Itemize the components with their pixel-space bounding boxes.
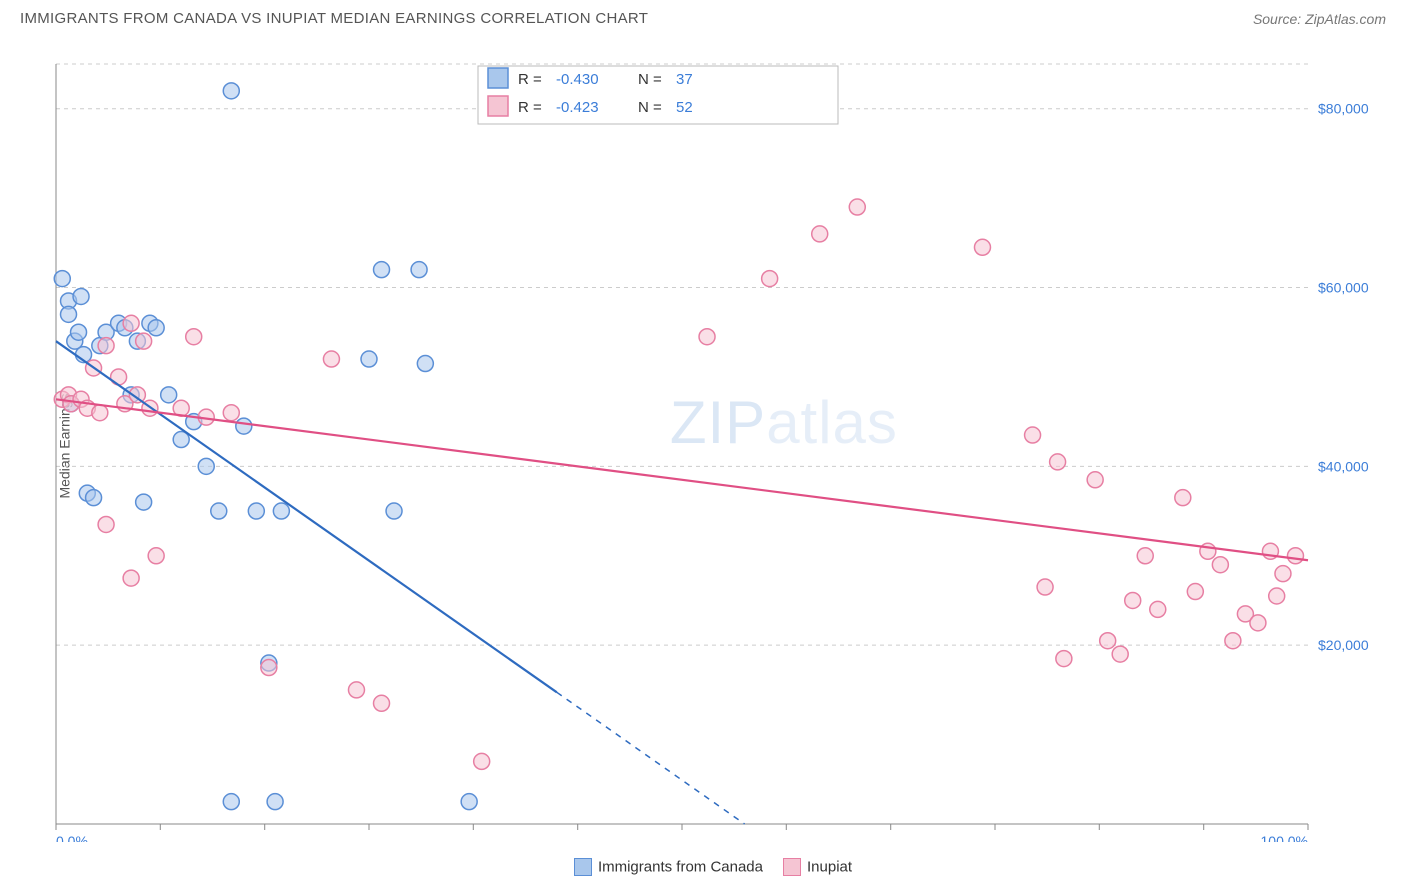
data-point-pink <box>1037 579 1053 595</box>
data-point-blue <box>211 503 227 519</box>
data-point-pink <box>1225 633 1241 649</box>
data-point-pink <box>1269 588 1285 604</box>
data-point-blue <box>161 387 177 403</box>
data-point-blue <box>267 794 283 810</box>
watermark: ZIPatlas <box>670 389 898 456</box>
header: IMMIGRANTS FROM CANADA VS INUPIAT MEDIAN… <box>0 0 1406 31</box>
legend-swatch-pink <box>488 96 508 116</box>
legend-swatch <box>574 858 592 876</box>
data-point-pink <box>1087 472 1103 488</box>
data-point-pink <box>812 226 828 242</box>
data-point-blue <box>374 262 390 278</box>
data-point-pink <box>1275 566 1291 582</box>
data-point-blue <box>223 83 239 99</box>
data-point-pink <box>1150 601 1166 617</box>
legend-n-label: N = <box>638 71 662 88</box>
data-point-pink <box>1125 592 1141 608</box>
data-point-pink <box>1056 651 1072 667</box>
data-point-blue <box>236 418 252 434</box>
x-tick-label: 0.0% <box>56 833 88 842</box>
data-point-pink <box>974 239 990 255</box>
y-tick-label: $60,000 <box>1318 280 1369 296</box>
data-point-pink <box>348 682 364 698</box>
data-point-blue <box>136 494 152 510</box>
data-point-pink <box>1175 490 1191 506</box>
y-tick-label: $40,000 <box>1318 458 1369 474</box>
data-point-blue <box>223 794 239 810</box>
data-point-blue <box>411 262 427 278</box>
data-point-pink <box>98 338 114 354</box>
legend-label: Immigrants from Canada <box>598 859 763 876</box>
chart-title: IMMIGRANTS FROM CANADA VS INUPIAT MEDIAN… <box>20 10 648 27</box>
data-point-pink <box>148 548 164 564</box>
data-point-pink <box>1250 615 1266 631</box>
data-point-pink <box>1100 633 1116 649</box>
regression-line-blue <box>56 341 557 692</box>
data-point-blue <box>73 288 89 304</box>
data-point-blue <box>417 356 433 372</box>
legend-swatch-blue <box>488 68 508 88</box>
data-point-blue <box>61 306 77 322</box>
data-point-pink <box>323 351 339 367</box>
legend-r-value: -0.430 <box>556 71 599 88</box>
legend-label: Inupiat <box>807 859 852 876</box>
legend-swatch <box>783 858 801 876</box>
legend-n-label: N = <box>638 99 662 116</box>
legend-r-value: -0.423 <box>556 99 599 116</box>
y-tick-label: $20,000 <box>1318 637 1369 653</box>
data-point-pink <box>762 271 778 287</box>
data-point-pink <box>123 315 139 331</box>
data-point-blue <box>273 503 289 519</box>
data-point-pink <box>1187 584 1203 600</box>
data-point-blue <box>198 458 214 474</box>
x-tick-label: 100.0% <box>1261 833 1308 842</box>
data-point-pink <box>1025 427 1041 443</box>
data-point-blue <box>461 794 477 810</box>
data-point-pink <box>1137 548 1153 564</box>
legend-r-label: R = <box>518 99 542 116</box>
data-point-pink <box>136 333 152 349</box>
data-point-pink <box>111 369 127 385</box>
regression-line-dashed-blue <box>557 692 745 824</box>
data-point-pink <box>223 405 239 421</box>
data-point-blue <box>361 351 377 367</box>
data-point-pink <box>92 405 108 421</box>
data-point-pink <box>98 516 114 532</box>
data-point-blue <box>248 503 264 519</box>
legend-n-value: 37 <box>676 71 693 88</box>
data-point-blue <box>86 490 102 506</box>
y-tick-label: $80,000 <box>1318 101 1369 117</box>
legend-n-value: 52 <box>676 99 693 116</box>
data-point-pink <box>474 753 490 769</box>
data-point-pink <box>374 695 390 711</box>
legend-r-label: R = <box>518 71 542 88</box>
data-point-blue <box>54 271 70 287</box>
source-label: Source: ZipAtlas.com <box>1253 11 1386 27</box>
data-point-pink <box>186 329 202 345</box>
bottom-legend: Immigrants from Canada Inupiat <box>0 858 1406 876</box>
data-point-pink <box>699 329 715 345</box>
data-point-blue <box>386 503 402 519</box>
scatter-chart: $20,000 $40,000 $60,000 $80,000 0.0% 100.0% ZI… <box>48 44 1386 842</box>
data-point-pink <box>123 570 139 586</box>
data-point-pink <box>1050 454 1066 470</box>
data-point-pink <box>1212 557 1228 573</box>
data-point-blue <box>148 320 164 336</box>
data-point-pink <box>261 660 277 676</box>
data-point-pink <box>849 199 865 215</box>
chart-container: $20,000 $40,000 $60,000 $80,000 0.0% 100.0% ZI… <box>48 44 1386 842</box>
data-point-pink <box>1287 548 1303 564</box>
data-point-pink <box>1112 646 1128 662</box>
data-point-blue <box>71 324 87 340</box>
